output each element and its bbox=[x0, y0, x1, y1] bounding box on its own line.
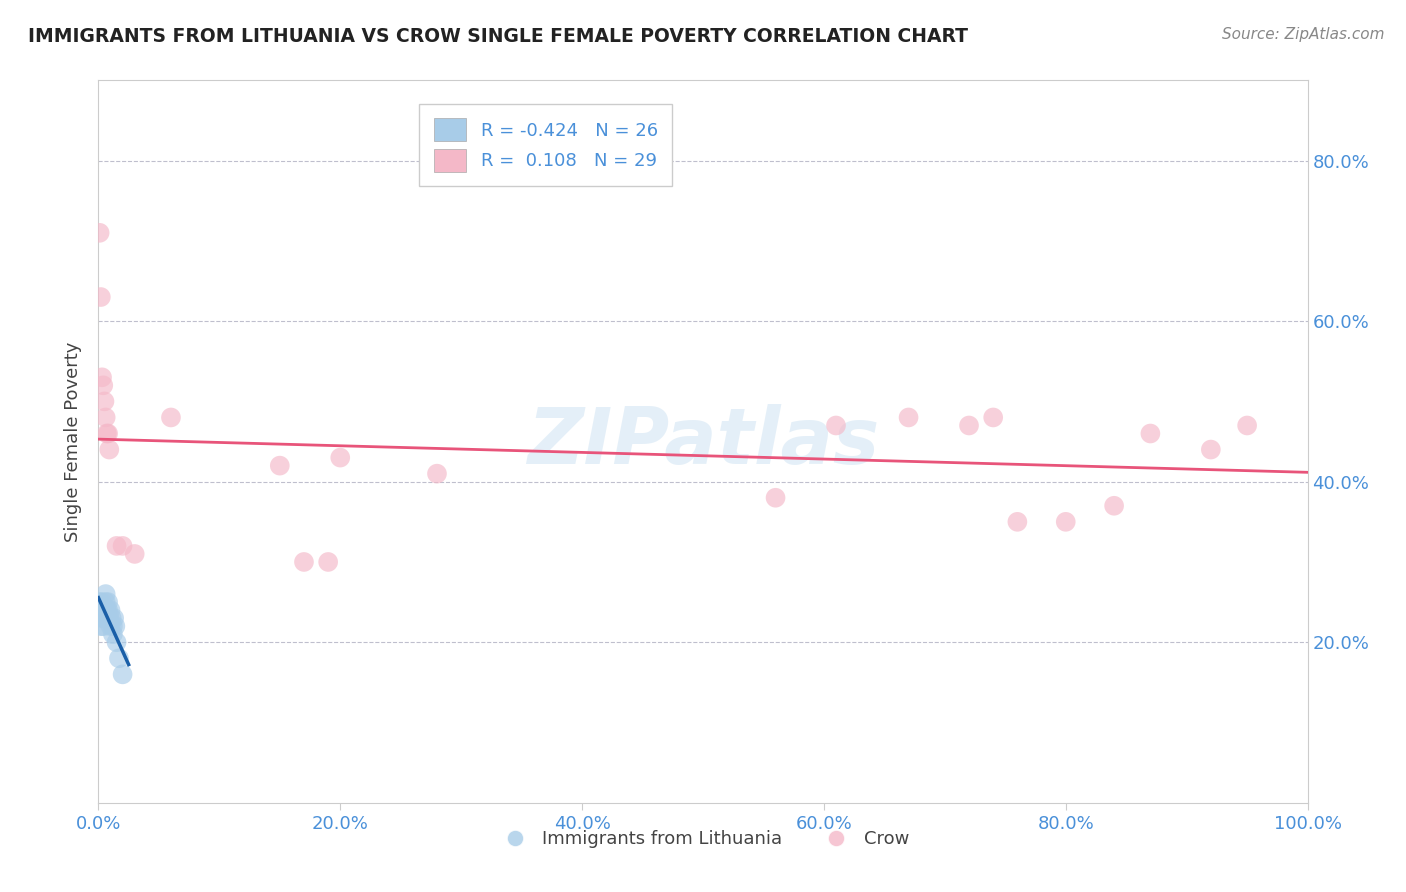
Point bbox=[1139, 426, 1161, 441]
Point bbox=[1054, 515, 1077, 529]
Point bbox=[1007, 515, 1029, 529]
Point bbox=[91, 619, 114, 633]
Point bbox=[981, 410, 1004, 425]
Point bbox=[316, 555, 339, 569]
Point bbox=[100, 619, 122, 633]
Point bbox=[1236, 418, 1258, 433]
Point bbox=[103, 611, 125, 625]
Point bbox=[269, 458, 291, 473]
Point bbox=[105, 635, 128, 649]
Point bbox=[96, 426, 118, 441]
Point bbox=[94, 595, 117, 609]
Point bbox=[897, 410, 920, 425]
Point bbox=[98, 442, 121, 457]
Y-axis label: Single Female Poverty: Single Female Poverty bbox=[65, 342, 83, 541]
Point bbox=[104, 619, 127, 633]
Point bbox=[91, 378, 114, 392]
Text: ZIPatlas: ZIPatlas bbox=[527, 403, 879, 480]
Point bbox=[96, 603, 118, 617]
Legend: Immigrants from Lithuania, Crow: Immigrants from Lithuania, Crow bbox=[489, 822, 917, 855]
Point bbox=[105, 539, 128, 553]
Point bbox=[89, 595, 111, 609]
Text: Source: ZipAtlas.com: Source: ZipAtlas.com bbox=[1222, 27, 1385, 42]
Point bbox=[101, 627, 124, 641]
Point bbox=[94, 587, 117, 601]
Point bbox=[957, 418, 980, 433]
Point bbox=[93, 611, 115, 625]
Point bbox=[96, 611, 118, 625]
Point bbox=[100, 603, 122, 617]
Point bbox=[292, 555, 315, 569]
Point bbox=[89, 226, 111, 240]
Point bbox=[97, 595, 120, 609]
Point bbox=[765, 491, 787, 505]
Point bbox=[97, 603, 120, 617]
Point bbox=[90, 619, 112, 633]
Point bbox=[90, 603, 112, 617]
Point bbox=[1102, 499, 1125, 513]
Point bbox=[329, 450, 352, 465]
Point bbox=[93, 394, 115, 409]
Point bbox=[825, 418, 848, 433]
Point bbox=[111, 667, 134, 681]
Point bbox=[91, 595, 114, 609]
Point bbox=[98, 611, 121, 625]
Point bbox=[426, 467, 449, 481]
Point bbox=[100, 611, 122, 625]
Point bbox=[93, 603, 115, 617]
Point bbox=[108, 651, 131, 665]
Point bbox=[1199, 442, 1222, 457]
Point bbox=[101, 619, 124, 633]
Point bbox=[97, 426, 120, 441]
Point bbox=[111, 539, 134, 553]
Point bbox=[90, 290, 112, 304]
Point bbox=[160, 410, 183, 425]
Point bbox=[91, 370, 114, 384]
Point bbox=[91, 603, 114, 617]
Text: IMMIGRANTS FROM LITHUANIA VS CROW SINGLE FEMALE POVERTY CORRELATION CHART: IMMIGRANTS FROM LITHUANIA VS CROW SINGLE… bbox=[28, 27, 969, 45]
Point bbox=[94, 410, 117, 425]
Point bbox=[91, 611, 114, 625]
Point bbox=[124, 547, 146, 561]
